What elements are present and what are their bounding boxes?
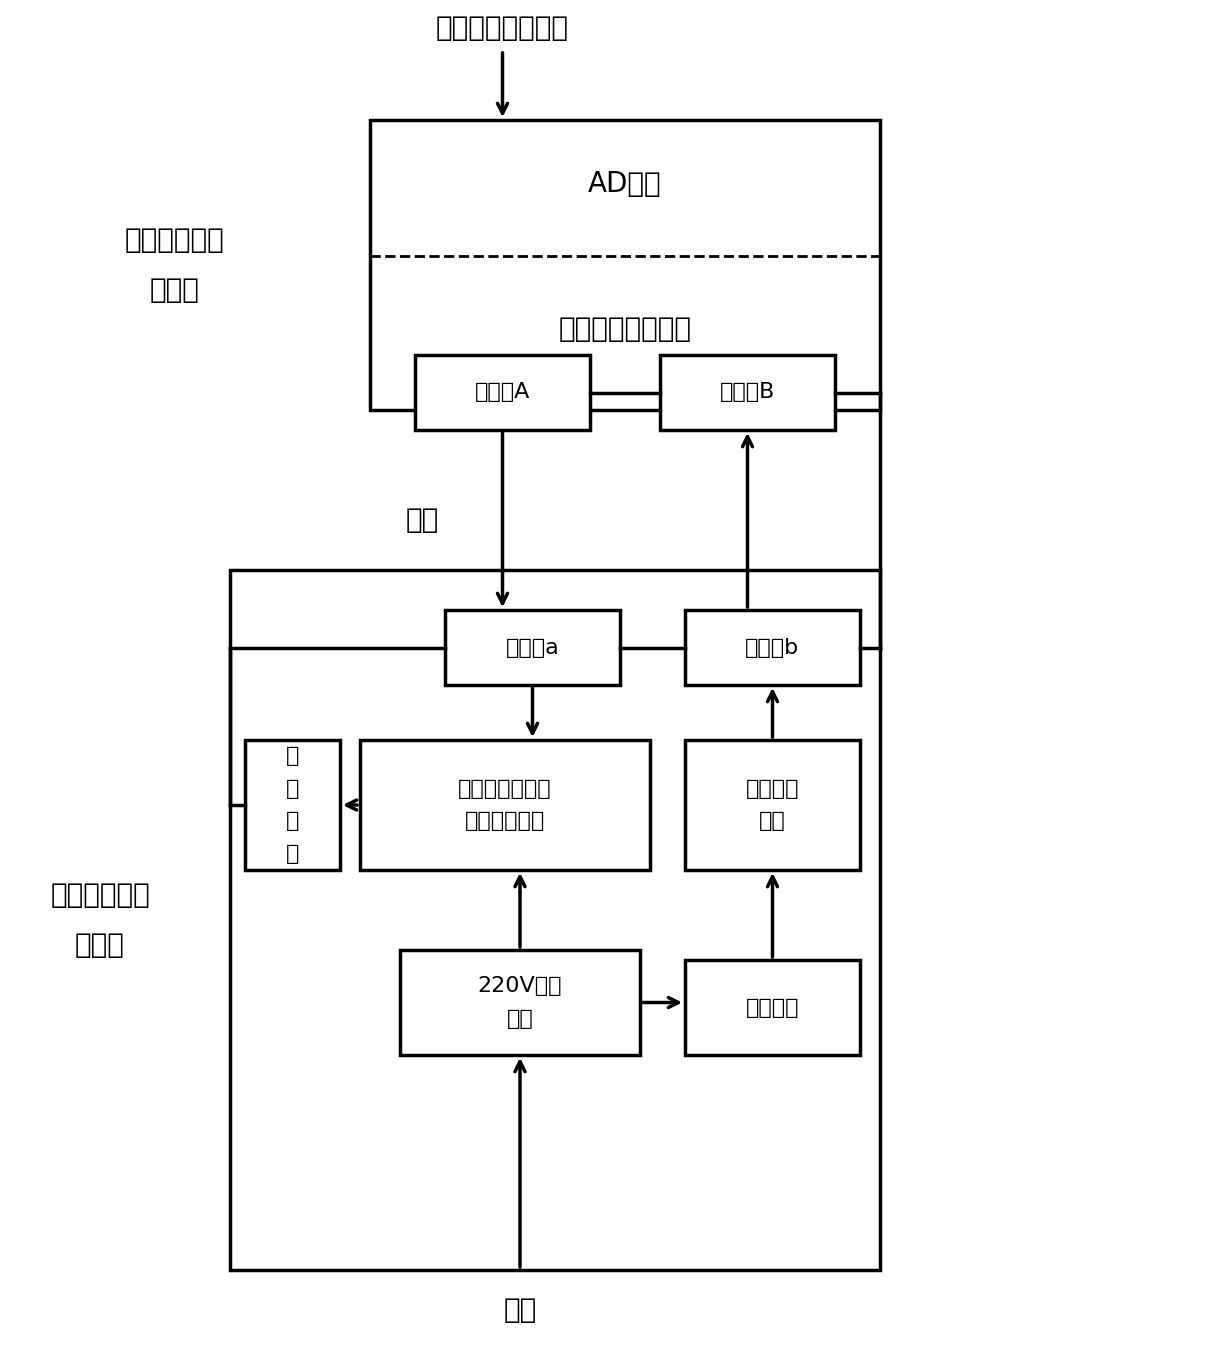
Text: 激光供能
板块: 激光供能 板块: [745, 778, 799, 832]
Text: 网
线
端
口: 网 线 端 口: [286, 746, 299, 864]
Bar: [245, 740, 340, 870]
Bar: [685, 740, 860, 870]
Text: 光端口B: 光端口B: [720, 382, 775, 402]
Bar: [660, 355, 835, 429]
Text: 供电: 供电: [503, 1296, 536, 1324]
Bar: [370, 120, 880, 411]
Bar: [400, 950, 640, 1055]
Text: 调制为光数字信号: 调制为光数字信号: [558, 315, 692, 343]
Bar: [685, 610, 860, 685]
Bar: [360, 740, 650, 870]
Bar: [415, 355, 590, 429]
Bar: [230, 569, 880, 1271]
Bar: [685, 960, 860, 1055]
Text: 光数字信号解调
为电数字信号: 光数字信号解调 为电数字信号: [458, 778, 552, 832]
Text: 220V电源
端口: 220V电源 端口: [477, 976, 562, 1028]
Text: 光纤: 光纤: [406, 506, 439, 534]
Text: 光端口b: 光端口b: [745, 638, 799, 657]
Text: 驱动电路: 驱动电路: [745, 997, 799, 1018]
Text: AD转换: AD转换: [589, 170, 662, 198]
Text: 光端口A: 光端口A: [475, 382, 530, 402]
Text: 信号采集模块
发送端: 信号采集模块 发送端: [125, 226, 225, 304]
Bar: [446, 610, 621, 685]
Text: 传感器捕获电信号: 传感器捕获电信号: [436, 13, 569, 42]
Text: 光端口a: 光端口a: [506, 638, 559, 657]
Text: 信号采集模块
接收端: 信号采集模块 接收端: [50, 882, 149, 958]
